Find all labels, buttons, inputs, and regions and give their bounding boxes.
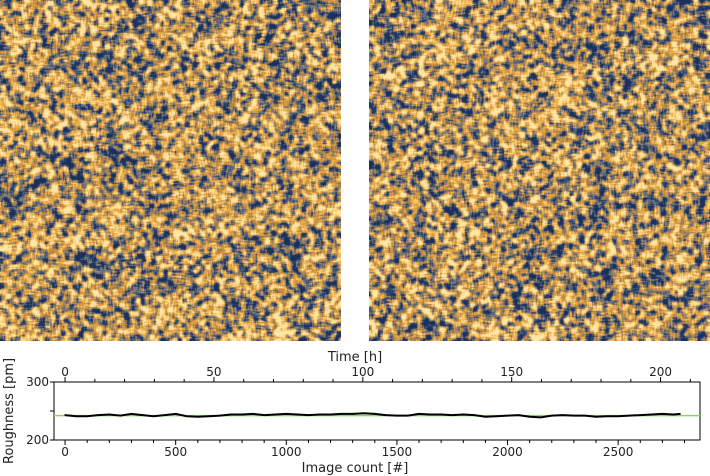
data-point	[672, 413, 675, 416]
x-tick-label: 1000	[271, 445, 302, 459]
data-point	[340, 413, 343, 415]
data-point	[307, 414, 310, 416]
x-tick-label: 2500	[603, 445, 634, 459]
x-axis-label: Image count [#]	[302, 461, 409, 476]
time-tick-label: 200	[649, 365, 672, 379]
data-point	[451, 414, 454, 416]
data-point	[174, 413, 177, 415]
data-point	[351, 413, 354, 415]
data-point	[64, 414, 66, 416]
x-tick-label: 500	[164, 445, 187, 459]
data-point	[296, 413, 299, 416]
data-point	[329, 413, 332, 416]
data-point	[373, 413, 376, 415]
y-tick-label: 300	[26, 375, 49, 389]
data-point	[197, 416, 199, 418]
data-point	[152, 415, 155, 418]
data-point	[86, 415, 88, 418]
time-axis-label: Time [h]	[327, 350, 382, 365]
data-point	[617, 415, 619, 418]
data-point	[97, 414, 100, 416]
data-point	[573, 414, 575, 417]
data-point	[595, 416, 597, 418]
data-point	[495, 415, 498, 418]
x-tick-label: 1500	[382, 445, 413, 459]
data-point	[584, 414, 586, 417]
data-point	[396, 414, 398, 417]
data-point	[141, 414, 144, 416]
y-axis-label: Roughness [pm]	[2, 358, 17, 464]
data-point	[506, 414, 509, 417]
data-point	[562, 414, 564, 416]
data-point	[679, 413, 681, 415]
data-point	[418, 413, 420, 415]
data-point	[385, 414, 387, 416]
data-point	[208, 415, 210, 418]
data-point	[628, 414, 631, 417]
data-point	[285, 413, 288, 415]
data-point	[130, 413, 133, 415]
data-point	[462, 413, 465, 416]
data-point	[473, 414, 476, 416]
data-point	[539, 416, 542, 419]
data-point	[185, 415, 188, 418]
data-point	[661, 413, 664, 415]
x-tick-label: 0	[61, 445, 69, 459]
data-point	[407, 414, 409, 417]
data-point	[241, 413, 243, 416]
time-tick-label: 50	[206, 365, 221, 379]
data-point	[219, 414, 221, 417]
data-point	[318, 413, 321, 416]
left-afm-image	[0, 0, 341, 341]
x-tick-label: 2000	[492, 445, 523, 459]
data-point	[274, 413, 277, 416]
time-tick-label: 150	[500, 365, 523, 379]
data-point	[75, 415, 77, 418]
data-point	[230, 413, 232, 416]
y-tick-label: 200	[26, 433, 49, 447]
data-point	[252, 413, 254, 415]
data-point	[650, 413, 653, 416]
data-point	[550, 414, 553, 417]
data-point	[517, 414, 520, 416]
time-tick-label: 100	[351, 365, 374, 379]
data-point	[528, 416, 531, 418]
data-point	[119, 414, 122, 417]
data-point	[429, 413, 431, 416]
plot-frame	[53, 381, 701, 441]
data-point	[606, 415, 608, 418]
data-point	[362, 412, 365, 415]
time-tick-label: 0	[61, 365, 69, 379]
data-point	[639, 414, 642, 416]
data-point	[163, 414, 166, 416]
right-afm-image	[369, 0, 710, 341]
roughness-chart: Time [h] Image count [#] Roughness [pm] …	[2, 350, 701, 476]
data-point	[108, 413, 111, 416]
data-point	[263, 414, 265, 416]
data-point	[440, 413, 442, 416]
data-point	[484, 416, 487, 418]
